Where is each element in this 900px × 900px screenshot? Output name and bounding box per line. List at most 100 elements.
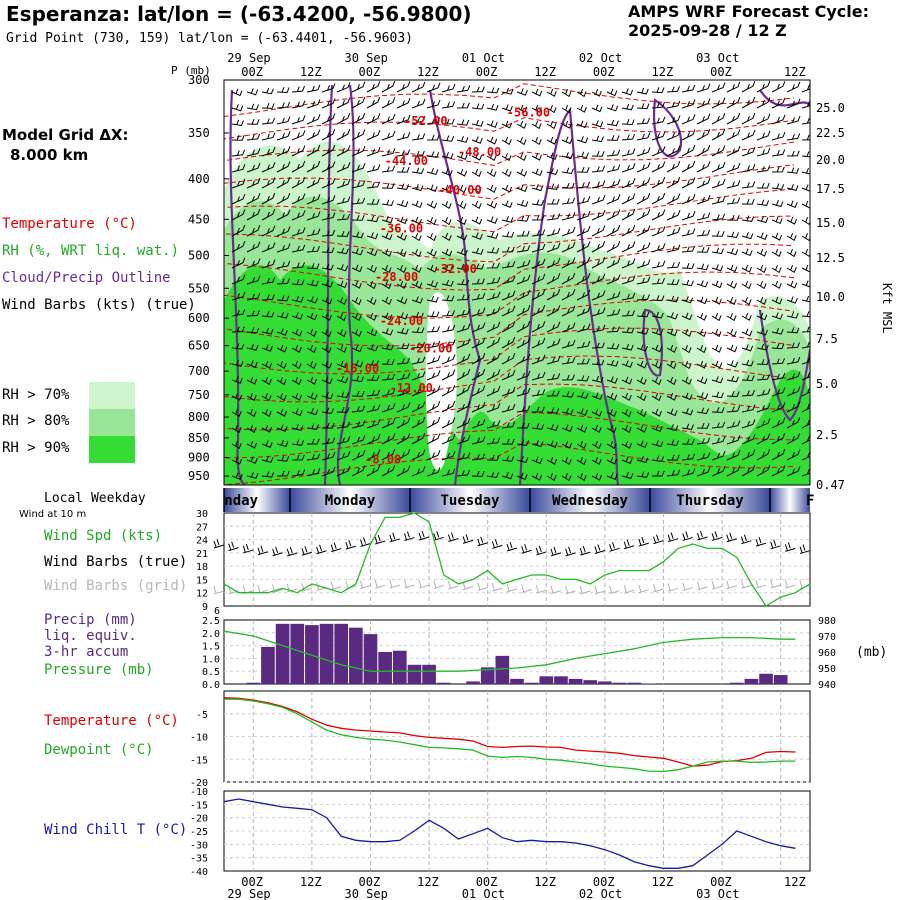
wc-ytick--30: -30 <box>190 840 208 851</box>
xs-barb-251 <box>381 97 396 109</box>
xs-barb-945 <box>786 401 801 413</box>
xs-barb-132 <box>306 194 321 205</box>
xs-barb-343 <box>426 370 441 381</box>
xs-barb-814 <box>711 313 722 322</box>
wind-barb-grid-10 <box>360 580 371 590</box>
xs-barb-644 <box>606 392 618 401</box>
xs-barb-570 <box>561 408 574 415</box>
xs-barb-646 <box>606 425 617 434</box>
xs-barb-872 <box>741 434 756 445</box>
xs-barb-894 <box>756 388 771 397</box>
isotherm-label-1: -56.00 <box>507 106 550 120</box>
legend-rh70-swatch <box>89 382 135 409</box>
xs-barb-255 <box>381 165 396 173</box>
wind-barb-grid-26 <box>594 585 606 595</box>
xs-barb-688 <box>636 294 650 301</box>
xs-barb-505 <box>531 168 543 177</box>
xs-barb-346 <box>426 416 441 429</box>
xs-barb-4 <box>231 149 246 157</box>
xs-barb-142 <box>306 361 317 370</box>
wind-barb-true-13 <box>403 531 415 542</box>
xs-barb-133 <box>306 211 321 221</box>
xs-barb-653 <box>621 133 636 141</box>
model-grid-label: Model Grid ΔX: <box>2 126 129 144</box>
xs-barb-612 <box>591 273 606 285</box>
kft-tick-9: 2.5 <box>816 428 838 442</box>
forecast-cycle-value: 2025-09-28 / 12 Z <box>628 21 787 40</box>
xs-barb-756 <box>681 177 696 189</box>
xs-barb-305 <box>411 167 425 174</box>
xs-barb-373 <box>441 451 456 461</box>
xs-barb-95 <box>276 408 288 417</box>
xs-barb-494 <box>516 387 531 397</box>
xs-barb-447 <box>486 437 501 445</box>
xs-barb-797 <box>696 437 711 445</box>
xs-barb-126 <box>306 99 321 109</box>
xs-barb-726 <box>666 100 681 109</box>
rh90-region <box>224 265 810 485</box>
xs-barb-600 <box>591 88 602 97</box>
xs-barb-55 <box>261 162 276 173</box>
xs-barb-276 <box>396 97 411 109</box>
wind-barb-true-40 <box>799 544 811 555</box>
isotherm-label-10: -16.00 <box>336 362 379 376</box>
xs-barb-209 <box>351 231 364 239</box>
p-tick-750: 750 <box>188 388 210 402</box>
xs-barb-349 <box>426 467 441 477</box>
xs-barb-395 <box>456 401 471 413</box>
xs-barb-591 <box>576 341 591 349</box>
bottom-hour-7: 12Z <box>652 875 674 889</box>
windchill-panel-grid <box>224 791 810 871</box>
xs-barb-45 <box>246 409 257 418</box>
xs-barb-820 <box>711 407 725 413</box>
xs-barb-96 <box>276 424 288 432</box>
xs-barb-764 <box>681 312 693 321</box>
xs-barb-618 <box>591 375 604 383</box>
xs-barb-16 <box>231 343 245 350</box>
xs-barb-499 <box>516 472 528 481</box>
xs-barb-902 <box>771 114 786 125</box>
xs-barb-232 <box>366 198 380 205</box>
xs-barb-348 <box>426 450 441 461</box>
xs-barb-827 <box>726 112 741 125</box>
top-hour-4: 00Z <box>476 65 498 79</box>
wind-barb-true-10 <box>360 537 371 547</box>
xs-barb-235 <box>366 248 378 257</box>
xs-barb-174 <box>321 466 336 477</box>
xs-barb-81 <box>276 176 291 189</box>
xs-barb-76 <box>276 101 291 109</box>
xs-barb-438 <box>486 291 501 301</box>
wind-barbs-cross-section <box>231 80 810 482</box>
xs-barb-795 <box>696 407 709 415</box>
weekday-label-0: nday <box>224 493 258 509</box>
xs-barb-849 <box>726 465 741 477</box>
xs-barb-532 <box>547 198 560 205</box>
xs-barb-550 <box>561 89 572 98</box>
xs-barb-41 <box>246 343 259 351</box>
xs-barb-808 <box>711 213 726 221</box>
wind-ytick-24: 24 <box>196 536 208 547</box>
xs-barb-269 <box>381 388 396 397</box>
xs-barb-66 <box>261 344 273 352</box>
wind-barb-true-35 <box>726 532 737 543</box>
xs-barb-217 <box>351 360 364 368</box>
xs-barb-268 <box>381 373 396 381</box>
xs-barb-399 <box>456 469 471 477</box>
precip-bar-16 <box>480 667 495 684</box>
xs-barb-451 <box>501 104 513 112</box>
xs-barb-202 <box>351 112 366 125</box>
xs-barb-434 <box>486 231 499 239</box>
xs-barb-681 <box>636 177 651 189</box>
bottom-hour-9: 12Z <box>784 875 806 889</box>
xs-barb-685 <box>636 242 651 253</box>
xs-barb-693 <box>636 376 647 385</box>
xs-barb-847 <box>726 435 741 445</box>
wind-barb-true-14 <box>418 530 430 541</box>
precip-bar-35 <box>759 673 773 684</box>
xs-barb-430 <box>486 169 497 178</box>
press-ytick-940: 940 <box>818 680 836 691</box>
xs-barb-754 <box>681 145 696 157</box>
temp-ytick--10: -10 <box>190 733 208 744</box>
xs-barb-929 <box>786 150 800 157</box>
xs-barb-128 <box>306 129 321 141</box>
